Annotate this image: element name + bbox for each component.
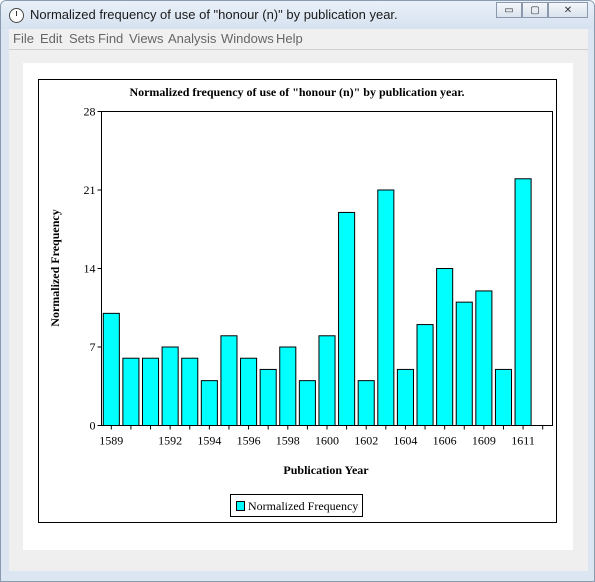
x-tick-label: 1598 (276, 434, 300, 448)
bar (181, 357, 199, 427)
bar (475, 290, 493, 426)
menu-analysis[interactable]: Analysis (168, 31, 217, 46)
bar (220, 335, 238, 426)
x-tick-label: 1604 (393, 434, 417, 448)
maximize-button[interactable]: ▢ (522, 2, 548, 18)
menu-edit[interactable]: Edit (40, 31, 63, 46)
x-tick-label: 1606 (433, 434, 457, 448)
bar (240, 357, 258, 427)
bar (259, 368, 277, 426)
y-tick-label: 21 (84, 183, 96, 197)
bar (102, 312, 120, 427)
bar (200, 380, 218, 426)
x-tick-label: 1589 (99, 434, 123, 448)
bar (318, 335, 336, 426)
bar (357, 380, 375, 426)
bar (514, 178, 532, 426)
bar (494, 368, 513, 426)
maximize-icon: ▢ (530, 5, 540, 16)
bar (161, 346, 179, 426)
x-tick-label: 1609 (472, 434, 496, 448)
y-tick-label: 14 (84, 262, 96, 276)
bar (338, 211, 356, 426)
bar (455, 301, 473, 426)
x-axis: 1589 1592 1594 1596 1598 1600 1602 1604 1606 1609… (99, 425, 544, 448)
y-axis: 0 7 14 21 28 (84, 105, 102, 433)
bar (436, 268, 454, 426)
x-tick-label: 1592 (158, 434, 182, 448)
menu-help[interactable]: Help (276, 31, 303, 46)
y-tick-label: 28 (84, 105, 96, 119)
y-tick-label: 7 (90, 340, 96, 354)
x-tick-label: 1600 (315, 434, 339, 448)
legend-box (230, 494, 363, 517)
bar (141, 357, 160, 427)
y-axis-label: Normalized Frequency (48, 209, 62, 326)
window-title: Normalized frequency of use of "honour (… (30, 7, 398, 22)
legend-swatch (236, 501, 245, 511)
bar (396, 368, 414, 426)
title-bar[interactable]: Normalized frequency of use of "honour (… (1, 1, 594, 29)
bar (298, 380, 316, 426)
x-axis-label: Publication Year (283, 463, 369, 477)
x-tick-label: 1594 (197, 434, 221, 448)
y-tick-label: 0 (90, 419, 96, 433)
minimize-button[interactable]: ▭ (496, 2, 522, 18)
close-button[interactable]: ✕ (548, 2, 588, 18)
menu-sets[interactable]: Sets (69, 31, 96, 46)
bar (377, 189, 395, 426)
chart-title: Normalized frequency of use of "honour (… (129, 85, 464, 99)
menu-file[interactable]: File (13, 31, 34, 46)
x-tick-label: 1602 (354, 434, 378, 448)
minimize-icon: ▭ (504, 5, 514, 16)
legend-label: Normalized Frequency (248, 499, 358, 513)
menu-windows[interactable]: Windows (221, 31, 274, 46)
bar (122, 357, 140, 427)
menu-bar: File Edit Sets Find Views Analysis Windo… (9, 29, 588, 50)
bar (416, 324, 434, 427)
menu-views[interactable]: Views (129, 31, 164, 46)
x-tick-label: 1611 (511, 434, 535, 448)
x-tick-label: 1596 (237, 434, 261, 448)
bars (102, 178, 532, 427)
bar (279, 346, 297, 426)
menu-find[interactable]: Find (98, 31, 124, 46)
legend: Normalized Frequency (230, 494, 363, 517)
close-icon: ✕ (563, 5, 573, 16)
app-clock-icon (9, 8, 24, 23)
